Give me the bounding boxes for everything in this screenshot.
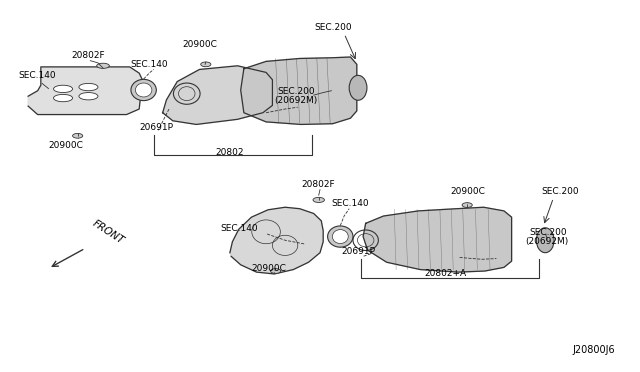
Polygon shape <box>28 67 142 115</box>
Text: J20800J6: J20800J6 <box>572 345 615 355</box>
Ellipse shape <box>97 63 109 68</box>
Ellipse shape <box>313 198 324 202</box>
Ellipse shape <box>136 83 152 97</box>
Ellipse shape <box>131 79 156 100</box>
Text: SEC.140: SEC.140 <box>130 60 168 69</box>
Ellipse shape <box>349 76 367 100</box>
Text: 20900C: 20900C <box>252 264 287 273</box>
Text: 20802F: 20802F <box>301 180 335 189</box>
Text: SEC.140: SEC.140 <box>220 224 258 233</box>
Text: 20802: 20802 <box>216 148 244 157</box>
Ellipse shape <box>328 226 353 247</box>
Text: 20691P: 20691P <box>341 247 375 256</box>
Ellipse shape <box>79 83 98 91</box>
Text: SEC.200: SEC.200 <box>277 87 315 96</box>
Polygon shape <box>363 207 511 272</box>
Text: SEC.200: SEC.200 <box>314 23 351 32</box>
Text: SEC.200: SEC.200 <box>541 187 579 196</box>
Ellipse shape <box>462 203 472 208</box>
Text: SEC.140: SEC.140 <box>332 199 369 208</box>
Text: SEC.200: SEC.200 <box>529 228 567 237</box>
Ellipse shape <box>79 93 98 100</box>
Text: 20900C: 20900C <box>49 141 84 150</box>
Text: (20692M): (20692M) <box>275 96 317 105</box>
Text: 20900C: 20900C <box>182 39 217 49</box>
Polygon shape <box>230 207 323 274</box>
Ellipse shape <box>271 269 281 273</box>
Text: SEC.140: SEC.140 <box>19 71 56 80</box>
Text: 20802F: 20802F <box>72 51 105 60</box>
Text: 20691P: 20691P <box>140 123 173 132</box>
Ellipse shape <box>72 134 83 138</box>
Text: 20900C: 20900C <box>451 187 485 196</box>
Ellipse shape <box>536 228 554 253</box>
Text: 20802+A: 20802+A <box>424 269 467 278</box>
Polygon shape <box>163 66 273 125</box>
Text: (20692M): (20692M) <box>525 237 569 246</box>
Ellipse shape <box>54 94 72 102</box>
Ellipse shape <box>201 62 211 67</box>
Text: FRONT: FRONT <box>90 218 125 246</box>
Ellipse shape <box>54 85 72 93</box>
Polygon shape <box>241 57 356 125</box>
Ellipse shape <box>332 230 348 244</box>
